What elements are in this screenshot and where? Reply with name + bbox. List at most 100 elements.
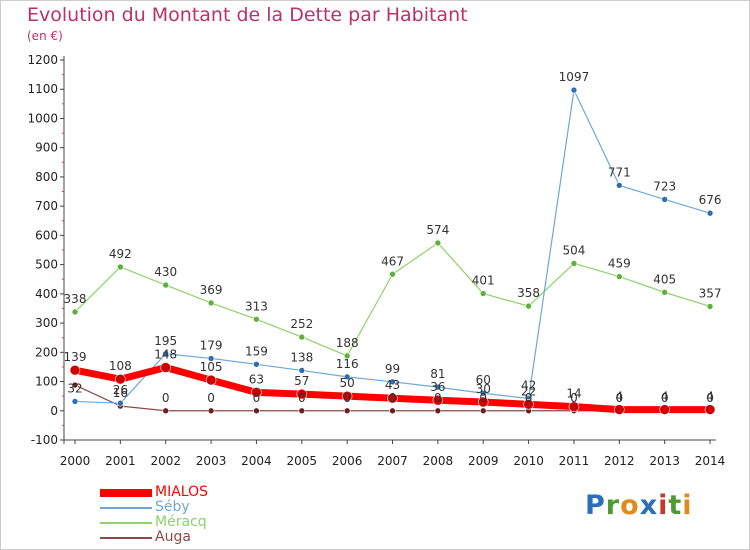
data-label: 430 bbox=[154, 265, 177, 279]
legend-swatch bbox=[100, 522, 152, 524]
data-label: 139 bbox=[64, 350, 87, 364]
legend-label: MIALOS bbox=[155, 484, 208, 500]
series-layer bbox=[69, 86, 716, 415]
data-label: 0 bbox=[298, 391, 306, 405]
data-point bbox=[432, 394, 444, 406]
data-point bbox=[479, 389, 487, 397]
data-label: 358 bbox=[517, 286, 540, 300]
logo-letter: t bbox=[668, 490, 683, 521]
legend-label: Auga bbox=[155, 529, 191, 545]
data-label: 60 bbox=[476, 373, 491, 387]
data-label: 0 bbox=[615, 391, 623, 405]
x-tick-label: 2001 bbox=[105, 454, 136, 468]
data-point bbox=[341, 390, 353, 402]
data-point bbox=[71, 308, 79, 316]
data-point bbox=[387, 392, 398, 404]
data-point bbox=[160, 362, 172, 373]
data-point bbox=[207, 407, 215, 415]
data-point bbox=[389, 378, 396, 386]
data-label: 492 bbox=[109, 247, 132, 261]
y-tick-label: 600 bbox=[35, 228, 58, 242]
data-point bbox=[162, 281, 170, 289]
data-label: 0 bbox=[343, 391, 351, 405]
x-tick-label: 2002 bbox=[150, 454, 181, 468]
y-tick-label: 1000 bbox=[27, 111, 58, 125]
data-point bbox=[71, 381, 79, 389]
data-point bbox=[434, 383, 442, 391]
y-tick-label: -100 bbox=[31, 433, 58, 447]
data-point bbox=[704, 404, 716, 415]
x-tick-label: 2003 bbox=[196, 454, 227, 468]
y-tick-label: 400 bbox=[35, 287, 58, 301]
data-point bbox=[115, 373, 126, 385]
data-label: 0 bbox=[570, 391, 578, 405]
logo-letter: x bbox=[639, 490, 659, 521]
data-label: 108 bbox=[109, 359, 132, 373]
legend-label: Séby bbox=[155, 499, 190, 515]
data-point bbox=[298, 407, 306, 415]
x-tick-label: 2006 bbox=[332, 454, 363, 468]
data-label: 81 bbox=[430, 367, 445, 381]
data-point bbox=[117, 399, 124, 407]
logo-letter: P bbox=[585, 490, 606, 521]
data-label: 0 bbox=[479, 391, 487, 405]
data-point bbox=[434, 407, 442, 415]
x-tick-label: 2012 bbox=[604, 454, 635, 468]
chart-subtitle: (en €) bbox=[27, 29, 63, 43]
y-tick-label: 0 bbox=[50, 404, 58, 418]
logo-letter: o bbox=[620, 490, 640, 521]
data-label: 99 bbox=[385, 362, 400, 376]
data-label: 459 bbox=[608, 257, 631, 271]
data-label: 30 bbox=[476, 382, 491, 396]
data-label: 179 bbox=[200, 338, 223, 352]
data-label: 357 bbox=[699, 286, 722, 300]
data-label: 0 bbox=[706, 391, 714, 405]
data-label: 26 bbox=[113, 383, 128, 397]
x-tick-label: 2004 bbox=[241, 454, 272, 468]
data-label: 676 bbox=[699, 193, 722, 207]
data-label: 4 bbox=[661, 390, 669, 404]
data-label: 188 bbox=[336, 336, 359, 350]
data-point bbox=[661, 289, 668, 296]
data-label: 0 bbox=[389, 391, 397, 405]
data-point bbox=[706, 303, 714, 310]
data-label: 0 bbox=[525, 391, 533, 405]
y-tick-label: 900 bbox=[35, 141, 58, 155]
x-tick-label: 2013 bbox=[649, 454, 680, 468]
data-label: 723 bbox=[653, 179, 676, 193]
axis-layer: -100010020030040050060070080090010001100… bbox=[27, 53, 725, 468]
data-point bbox=[117, 263, 124, 271]
data-point bbox=[343, 407, 351, 415]
data-point bbox=[253, 315, 260, 323]
data-point bbox=[661, 196, 668, 203]
data-point bbox=[251, 387, 262, 398]
data-label: 369 bbox=[200, 283, 223, 297]
data-label: 195 bbox=[154, 334, 177, 348]
data-label: 401 bbox=[472, 274, 495, 288]
data-point bbox=[253, 407, 260, 415]
data-label: 504 bbox=[563, 243, 586, 257]
data-point bbox=[434, 239, 442, 247]
x-tick-label: 2005 bbox=[287, 454, 318, 468]
data-label: 159 bbox=[245, 344, 268, 358]
data-label: 148 bbox=[154, 348, 177, 362]
data-point bbox=[253, 360, 260, 368]
data-point bbox=[69, 364, 81, 376]
data-label: 252 bbox=[290, 317, 313, 331]
x-tick-label: 2008 bbox=[423, 454, 454, 468]
data-label-layer: 3384924303693132521884675744013585044594… bbox=[64, 70, 722, 405]
data-label: 405 bbox=[653, 272, 676, 286]
data-point bbox=[162, 350, 170, 358]
data-label: 105 bbox=[200, 360, 223, 374]
x-tick-label: 2009 bbox=[468, 454, 499, 468]
logo-letter: i bbox=[682, 490, 693, 521]
data-label: 313 bbox=[245, 299, 268, 313]
logo-letter: i bbox=[658, 490, 669, 521]
x-tick-label: 2010 bbox=[513, 454, 544, 468]
y-tick-label: 200 bbox=[35, 345, 58, 359]
y-tick-label: 800 bbox=[35, 170, 58, 184]
logo-letter: r bbox=[605, 490, 621, 521]
data-label: 63 bbox=[249, 372, 264, 386]
data-point bbox=[207, 299, 215, 307]
y-tick-label: 1100 bbox=[27, 82, 58, 96]
